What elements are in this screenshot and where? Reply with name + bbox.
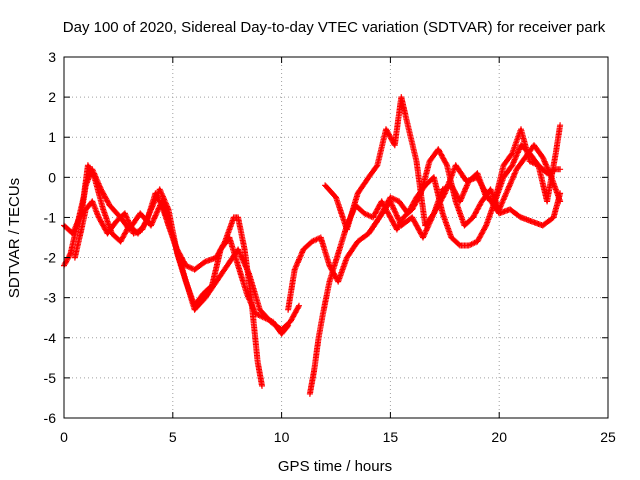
x-tick-label: 10 (274, 429, 290, 445)
plot-frame (63, 56, 609, 419)
x-axis-label: GPS time / hours (278, 458, 392, 475)
y-tick-label: -6 (44, 410, 57, 426)
y-tick-label: 0 (48, 169, 56, 185)
grid-lines (64, 57, 608, 418)
chart-title: Day 100 of 2020, Sidereal Day-to-day VTE… (63, 19, 606, 36)
data-point-markers (71, 186, 292, 337)
y-tick-label: -2 (44, 250, 57, 266)
y-axis-label: SDTVAR / TECUs (6, 178, 23, 298)
data-series (61, 94, 564, 397)
series-track-3 (71, 186, 292, 337)
series-track-7 (365, 162, 564, 241)
y-tick-label: 1 (48, 129, 56, 145)
x-tick-label: 15 (383, 429, 399, 445)
x-tick-label: 5 (169, 429, 177, 445)
y-tick-label: 2 (48, 89, 56, 105)
data-point-markers (285, 142, 564, 313)
series-track-4 (285, 142, 564, 313)
x-tick-label: 25 (600, 429, 616, 445)
y-tick-label: -1 (44, 209, 57, 225)
x-tick-label: 20 (491, 429, 507, 445)
axis-ticks: -6 -5 -4 -3 -2 -1 0 1 2 3 0 5 10 15 20 25 (44, 49, 616, 445)
data-point-markers (365, 162, 564, 241)
y-tick-label: -3 (44, 290, 57, 306)
y-tick-label: -5 (44, 370, 57, 386)
y-tick-label: -4 (44, 330, 57, 346)
y-tick-label: 3 (48, 49, 56, 65)
x-tick-label: 0 (60, 429, 68, 445)
